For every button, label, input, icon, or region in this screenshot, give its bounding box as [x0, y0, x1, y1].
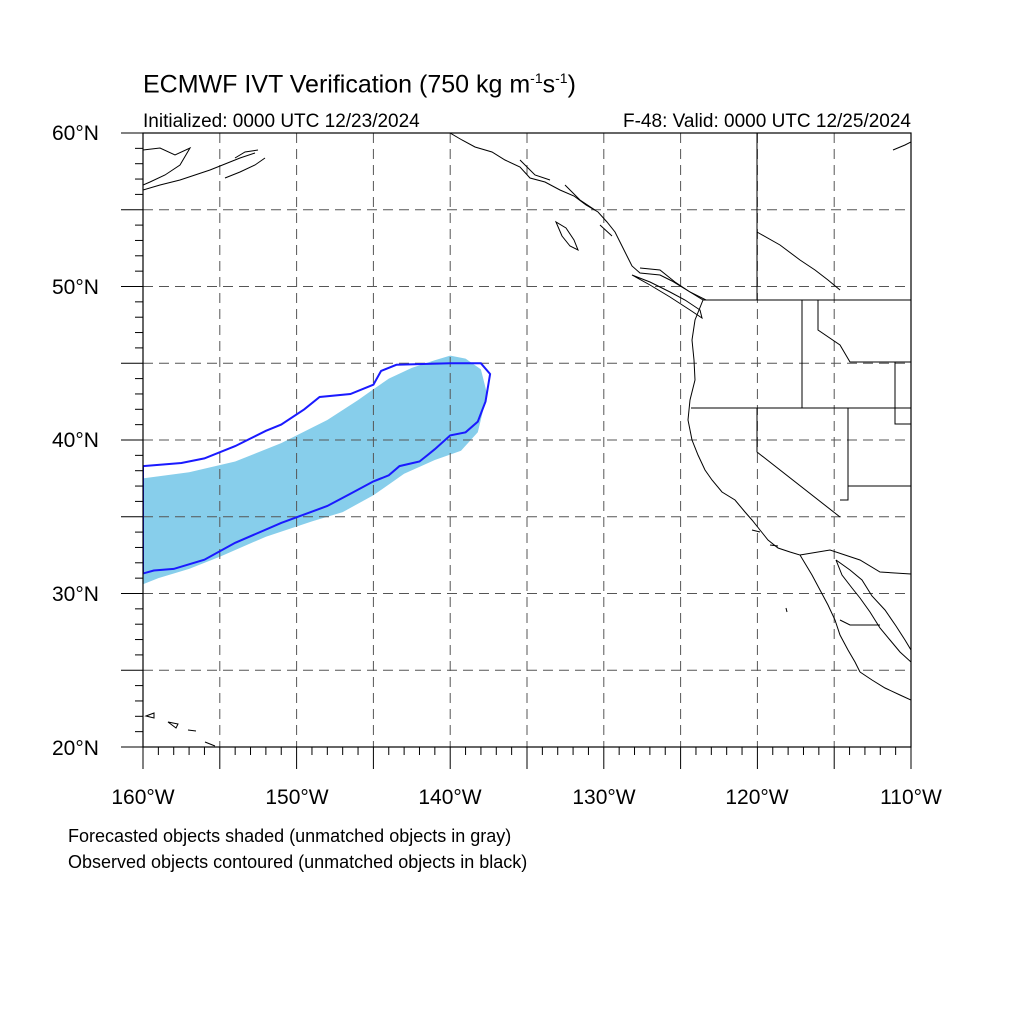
lat-label-40: 40°N	[52, 429, 99, 452]
mexico-coast	[835, 559, 911, 651]
lon-label-110w: 110°W	[880, 786, 942, 809]
initialized-time: Initialized: 0000 UTC 12/23/2024	[143, 111, 420, 132]
hawaii-islands	[144, 712, 216, 747]
axis-ticks	[121, 132, 912, 769]
vancouver-island	[631, 274, 703, 320]
forecast-objects	[143, 355, 488, 585]
coast-west-us	[687, 299, 861, 673]
lon-label-140w: 140°W	[418, 786, 482, 809]
observed-object	[143, 362, 492, 575]
legend-forecast: Forecasted objects shaded (unmatched obj…	[68, 826, 512, 846]
coast-islands	[224, 149, 266, 179]
mexico-coast-south	[859, 671, 911, 701]
border-us-mexico	[799, 549, 911, 575]
observed-objects	[143, 362, 492, 575]
border-states-1	[691, 133, 911, 409]
canada-interior	[756, 231, 841, 291]
border-baja	[839, 619, 880, 626]
coast-alaska-west	[143, 146, 192, 186]
forecast-object	[143, 355, 488, 585]
coast-top-right	[892, 141, 911, 151]
legend-observed: Observed objects contoured (unmatched ob…	[68, 852, 528, 872]
lat-label-50: 50°N	[52, 276, 99, 299]
baja-east	[835, 559, 911, 663]
coast-alaska-bc	[449, 133, 704, 301]
haida-gwaii	[554, 220, 579, 252]
lon-label-120w: 120°W	[725, 786, 789, 809]
coastlines	[143, 133, 911, 747]
chart-title: ECMWF IVT Verification (750 kg m-1s-1)	[143, 70, 576, 99]
coast-bc-detail	[519, 159, 707, 301]
channel-islands	[751, 529, 788, 613]
valid-time: F-48: Valid: 0000 UTC 12/25/2024	[623, 111, 911, 132]
lat-label-20: 20°N	[52, 737, 99, 760]
lon-label-160w: 160°W	[111, 786, 175, 809]
lon-label-130w: 130°W	[572, 786, 636, 809]
lat-label-30: 30°N	[52, 583, 99, 606]
gridlines	[143, 133, 911, 747]
coast-alaska-sw	[143, 152, 256, 191]
border-states-2	[756, 362, 911, 518]
lon-label-150w: 150°W	[265, 786, 329, 809]
lat-label-60: 60°N	[52, 122, 99, 145]
